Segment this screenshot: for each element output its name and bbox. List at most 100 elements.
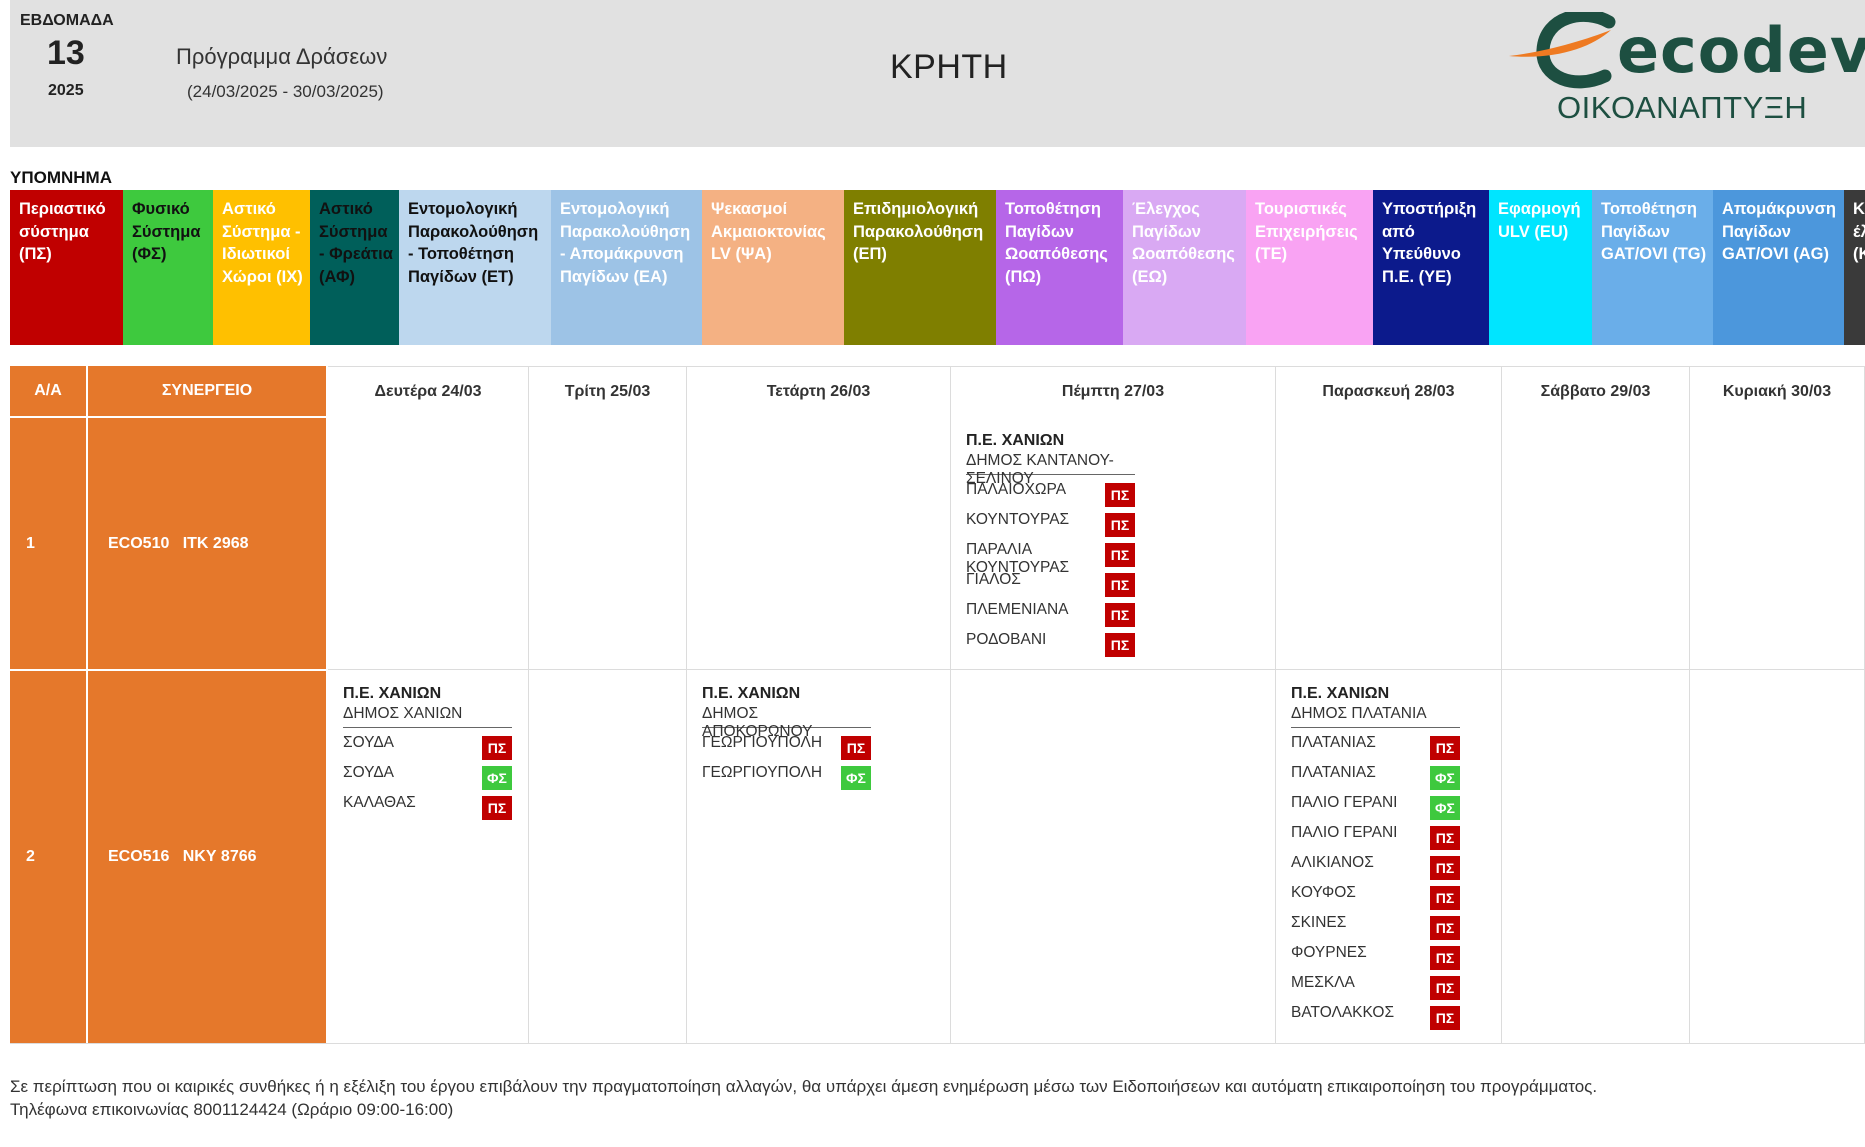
place-name: ΣΟΥΔΑ — [343, 734, 395, 751]
system-badge: ΠΣ — [1430, 736, 1460, 760]
program-dates: (24/03/2025 - 30/03/2025) — [187, 82, 384, 101]
place-name: ΠΑΡΑΛΙΑ ΚΟΥΝΤΟΥΡΑΣ — [966, 541, 1070, 576]
day-cell — [529, 669, 687, 1043]
system-badge: ΠΣ — [1105, 573, 1135, 597]
system-badge: ΠΣ — [1105, 513, 1135, 537]
ecodev-swoosh-icon — [1509, 12, 1616, 89]
week-year: 2025 — [48, 82, 84, 99]
list-item: ΠΛΕΜΕΝΙΑΝΑ ΠΣ — [966, 595, 1135, 627]
system-badge: ΠΣ — [1430, 916, 1460, 940]
header-thursday: Πέμπτη 27/03 — [951, 366, 1276, 416]
place-name: ΠΑΛΙΟ ΓΕΡΑΝΙ — [1291, 824, 1398, 841]
system-badge: ΠΣ — [1430, 856, 1460, 880]
logo-word: ecodev — [1617, 14, 1865, 87]
municipality: ΔΗΜΟΣ ΠΛΑΤΑΝΙΑ — [1291, 705, 1460, 728]
row-number: 2 — [26, 848, 35, 865]
list-item: ΣΟΥΔΑ ΠΣ — [343, 728, 512, 760]
header-wednesday: Τετάρτη 26/03 — [687, 366, 951, 416]
legend-item: Ψεκασμοί Ακμαιοκτονίας LV (ΨΑ) — [702, 190, 844, 345]
schedule-block: Π.Ε. ΧΑΝΙΩΝ ΔΗΜΟΣ ΠΛΑΤΑΝΙΑ ΠΛΑΤΑΝΙΑΣ ΠΣ ΠΛΑΤ… — [1291, 685, 1460, 1030]
system-badge: ΦΣ — [1430, 766, 1460, 790]
place-name: ΚΟΥΝΤΟΥΡΑΣ — [966, 511, 1070, 528]
place-name: ΜΕΣΚΛΑ — [1291, 974, 1355, 991]
list-item: ΚΑΛΑΘΑΣ ΠΣ — [343, 788, 512, 820]
header-team: ΣΥΝΕΡΓΕΙΟ — [88, 366, 328, 416]
list-item: ΠΑΡΑΛΙΑ ΚΟΥΝΤΟΥΡΑΣ ΠΣ — [966, 535, 1135, 576]
municipality: ΔΗΜΟΣ ΧΑΝΙΩΝ — [343, 705, 512, 728]
place-name: ΓΙΑΛΟΣ — [966, 571, 1021, 588]
row-number-cell: 2 — [10, 669, 88, 1043]
system-badge: ΠΣ — [1430, 976, 1460, 1000]
system-badge: ΠΣ — [482, 796, 512, 820]
table-row: 2 ECO516 ΝΚΥ 8766 Π.Ε. ΧΑΝΙΩΝ ΔΗΜΟΣ ΧΑΝΙΩΝ Σ… — [10, 669, 1865, 1044]
place-name: ΓΕΩΡΓΙΟΥΠΟΛΗ — [702, 734, 823, 751]
team-name: ECO510 ΙΤΚ 2968 — [108, 534, 249, 552]
legend-item: Τοποθέτηση Παγίδων GAT/OVI (TG) — [1592, 190, 1713, 345]
schedule-block: Π.Ε. ΧΑΝΙΩΝ ΔΗΜΟΣ ΧΑΝΙΩΝ ΣΟΥΔΑ ΠΣ ΣΟΥΔΑ ΦΣ ΚΑΛ… — [343, 685, 512, 820]
place-name: ΑΛΙΚΙΑΝΟΣ — [1291, 854, 1374, 871]
list-item: ΓΕΩΡΓΙΟΥΠΟΛΗ ΠΣ — [702, 728, 871, 760]
place-name: ΡΟΔΟΒΑΝΙ — [966, 631, 1047, 648]
day-cell — [687, 416, 951, 669]
legend-item: Φυσικό Σύστημα (ΦΣ) — [123, 190, 213, 345]
system-badge: ΠΣ — [1105, 543, 1135, 567]
day-cell: Π.Ε. ΧΑΝΙΩΝ ΔΗΜΟΣ ΠΛΑΤΑΝΙΑ ΠΛΑΤΑΝΙΑΣ ΠΣ ΠΛΑΤ… — [1276, 669, 1502, 1043]
day-cell — [1502, 669, 1690, 1043]
legend-item: Κα έλ (Κ — [1844, 190, 1865, 345]
legend-item: Υποστήριξη από Υπεύθυνο Π.Ε. (ΥΕ) — [1373, 190, 1489, 345]
legend-item: Τοποθέτηση Παγίδων Ωοαπόθεσης (ΠΩ) — [996, 190, 1123, 345]
list-item: ΦΟΥΡΝΕΣ ΠΣ — [1291, 938, 1460, 970]
legend-item: Εφαρμογή ULV (EU) — [1489, 190, 1592, 345]
list-item: ΑΛΙΚΙΑΝΟΣ ΠΣ — [1291, 848, 1460, 880]
place-name: ΠΑΛΙΟ ΓΕΡΑΝΙ — [1291, 794, 1398, 811]
system-badge: ΠΣ — [1105, 633, 1135, 657]
list-item: ΓΙΑΛΟΣ ΠΣ — [966, 565, 1135, 597]
schedule-block: Π.Ε. ΧΑΝΙΩΝ ΔΗΜΟΣ ΚΑΝΤΑΝΟΥ-ΣΕΛΙΝΟΥ ΠΑΛΑΙΟΧ… — [966, 432, 1135, 657]
system-badge: ΠΣ — [482, 736, 512, 760]
table-header: Α/Α ΣΥΝΕΡΓΕΙΟ Δευτέρα 24/03 Τρίτη 25/03 Τετά… — [10, 366, 1865, 416]
system-badge: ΠΣ — [1430, 886, 1460, 910]
regional-unit: Π.Ε. ΧΑΝΙΩΝ — [343, 685, 442, 702]
list-item: ΡΟΔΟΒΑΝΙ ΠΣ — [966, 625, 1135, 657]
municipality: ΔΗΜΟΣ ΑΠΟΚΟΡΩΝΟΥ — [702, 705, 871, 740]
place-name: ΒΑΤΟΛΑΚΚΟΣ — [1291, 1004, 1395, 1021]
ecodev-logo: ecodev ΟΙΚΟΑΝΑΠΤΥΞΗ — [1505, 12, 1865, 132]
day-cell — [1276, 416, 1502, 669]
list-item: ΠΛΑΤΑΝΙΑΣ ΦΣ — [1291, 758, 1460, 790]
list-item: ΚΟΥΦΟΣ ΠΣ — [1291, 878, 1460, 910]
system-badge: ΠΣ — [1430, 826, 1460, 850]
list-item: ΠΑΛΙΟ ΓΕΡΑΝΙ ΠΣ — [1291, 818, 1460, 850]
day-cell — [328, 416, 529, 669]
week-label: ΕΒΔΟΜΑΔΑ — [20, 12, 114, 29]
day-cell: Π.Ε. ΧΑΝΙΩΝ ΔΗΜΟΣ ΧΑΝΙΩΝ ΣΟΥΔΑ ΠΣ ΣΟΥΔΑ ΦΣ ΚΑΛ… — [328, 669, 529, 1043]
place-name: ΓΕΩΡΓΙΟΥΠΟΛΗ — [702, 764, 823, 781]
team-cell: ECO516 ΝΚΥ 8766 — [88, 669, 328, 1043]
header-aa: Α/Α — [10, 366, 88, 416]
system-badge: ΠΣ — [1430, 1006, 1460, 1030]
legend-item: Απομάκρυνση Παγίδων GAT/OVI (AG) — [1713, 190, 1844, 345]
logo-subtitle: ΟΙΚΟΑΝΑΠΤΥΞΗ — [1557, 90, 1808, 125]
legend-item: Εντομολογική Παρακολούθηση - Απομάκρυνση… — [551, 190, 702, 345]
place-name: ΣΟΥΔΑ — [343, 764, 395, 781]
table-row: 1 ECO510 ΙΤΚ 2968 Π.Ε. ΧΑΝΙΩΝ ΔΗΜΟΣ ΚΑΝΤΑΝΟ… — [10, 416, 1865, 670]
team-name: ECO516 ΝΚΥ 8766 — [108, 848, 257, 865]
list-item: ΠΑΛΙΟ ΓΕΡΑΝΙ ΦΣ — [1291, 788, 1460, 820]
legend-item: Τουριστικές Επιχειρήσεις (ΤΕ) — [1246, 190, 1373, 345]
header-saturday: Σάββατο 29/03 — [1502, 366, 1690, 416]
place-name: ΦΟΥΡΝΕΣ — [1291, 944, 1367, 961]
day-cell: Π.Ε. ΧΑΝΙΩΝ ΔΗΜΟΣ ΚΑΝΤΑΝΟΥ-ΣΕΛΙΝΟΥ ΠΑΛΑΙΟΧ… — [951, 416, 1276, 669]
place-name: ΣΚΙΝΕΣ — [1291, 914, 1347, 931]
day-cell — [1502, 416, 1690, 669]
legend: Περιαστικό σύστημα (ΠΣ) Φυσικό Σύστημα (Φ… — [10, 190, 1865, 345]
place-name: ΚΑΛΑΘΑΣ — [343, 794, 416, 811]
list-item: ΣΚΙΝΕΣ ΠΣ — [1291, 908, 1460, 940]
day-cell — [1690, 416, 1865, 669]
list-item: ΣΟΥΔΑ ΦΣ — [343, 758, 512, 790]
day-cell — [1690, 669, 1865, 1043]
regional-unit: Π.Ε. ΧΑΝΙΩΝ — [702, 685, 801, 702]
schedule-block: Π.Ε. ΧΑΝΙΩΝ ΔΗΜΟΣ ΑΠΟΚΟΡΩΝΟΥ ΓΕΩΡΓΙΟΥΠΟΛΗ Π… — [702, 685, 871, 790]
row-number-cell: 1 — [10, 416, 88, 669]
place-name: ΠΛΕΜΕΝΙΑΝΑ — [966, 601, 1069, 618]
place-name: ΠΑΛΑΙΟΧΩΡΑ — [966, 481, 1067, 498]
system-badge: ΦΣ — [1430, 796, 1460, 820]
